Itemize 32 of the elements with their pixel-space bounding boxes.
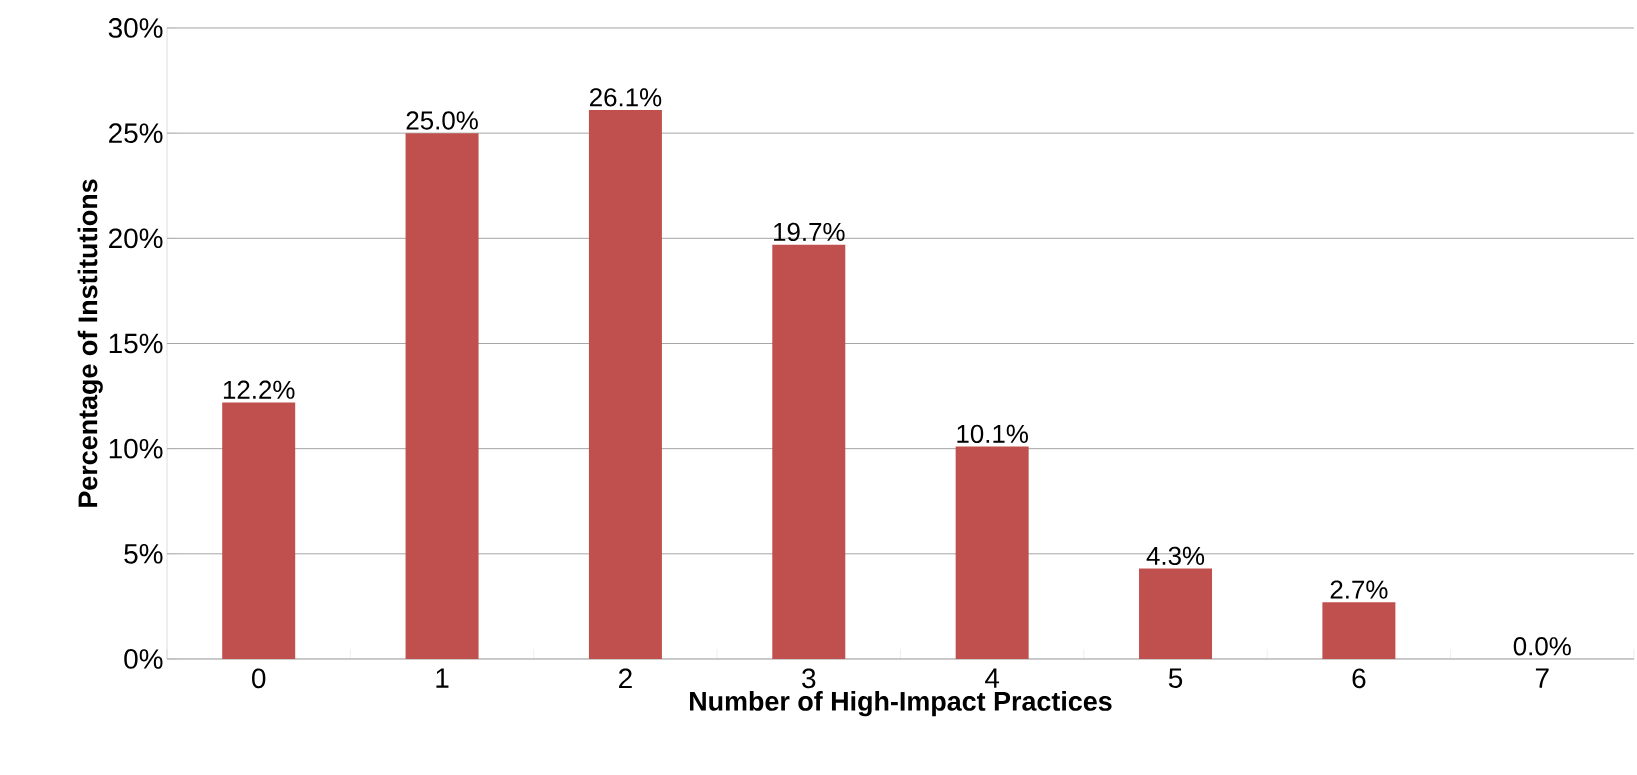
y-tick-label: 20%: [109, 228, 163, 249]
y-tick-label: 25%: [109, 123, 163, 144]
data-label: 2.7%: [1330, 580, 1388, 599]
y-tick-label: 10%: [109, 438, 163, 459]
bar: [588, 110, 662, 659]
y-tick-label: 15%: [109, 333, 163, 354]
x-tick-label: 0: [252, 668, 266, 689]
x-tick-label: 2: [619, 668, 632, 688]
bar: [405, 133, 479, 659]
x-tick-label: 4: [985, 668, 1000, 688]
x-tick-label: 3: [802, 668, 816, 689]
y-tick-label: 5%: [124, 544, 163, 564]
bar: [772, 244, 846, 659]
x-tick-label: 7: [1535, 668, 1549, 688]
y-tick-label: 30%: [108, 18, 163, 38]
bar: [222, 402, 296, 659]
data-label: 10.1%: [957, 424, 1028, 444]
x-tick-label: 5: [1168, 668, 1183, 688]
x-tick-label: 1: [436, 668, 449, 688]
data-label: 19.7%: [774, 222, 845, 242]
data-label: 4.3%: [1146, 546, 1205, 566]
y-tick-label: 0%: [124, 649, 163, 669]
data-label: 26.1%: [590, 88, 662, 107]
x-axis-title: Number of High-Impact Practices: [690, 691, 1112, 717]
x-tick-label: 6: [1352, 668, 1366, 689]
bar: [1139, 568, 1213, 659]
data-label: 25.0%: [406, 111, 478, 130]
data-label: 0.0%: [1513, 637, 1571, 656]
y-axis-title: Percentage of Institutions: [77, 179, 103, 507]
data-label: 12.2%: [223, 380, 295, 399]
bar: [955, 446, 1029, 659]
bar: [1322, 602, 1396, 659]
